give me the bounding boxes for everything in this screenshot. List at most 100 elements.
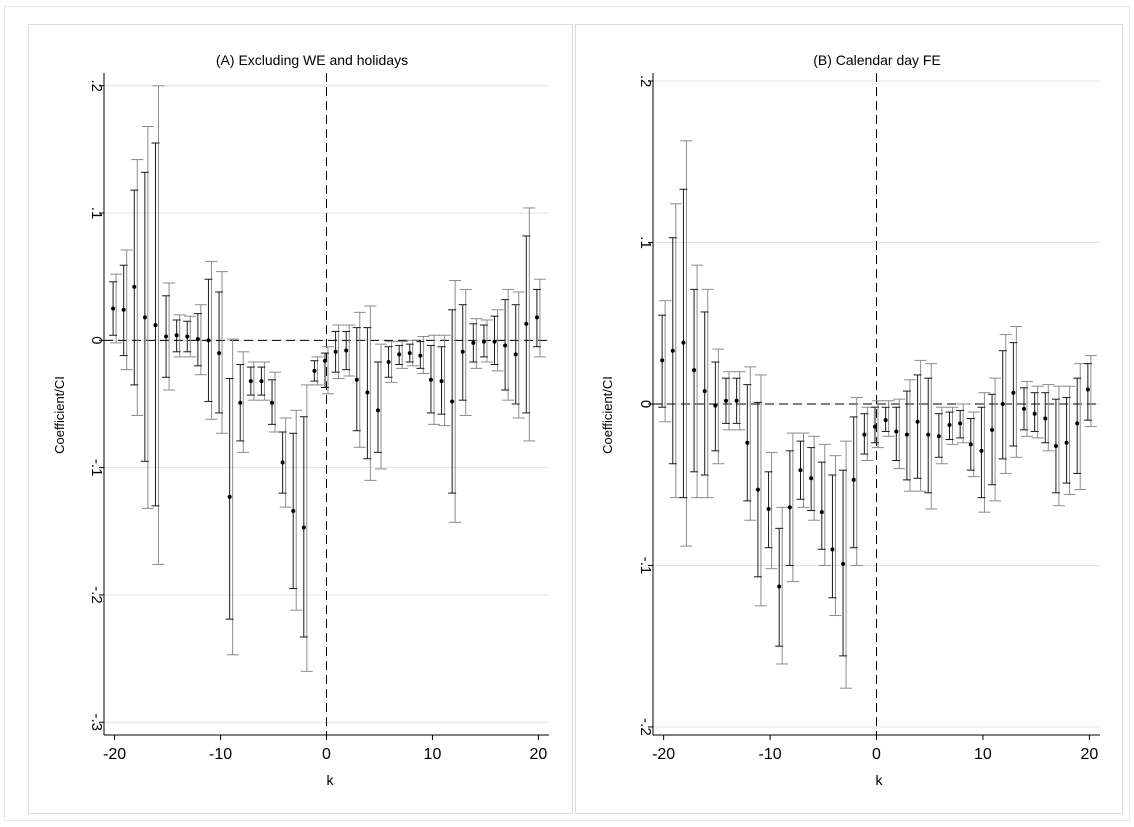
chart-b-coef-point [724,398,728,403]
chart-a: (A) Excluding WE and holidays Coefficien… [52,52,549,788]
chart-b-coef-point [926,432,931,437]
chart-b-coef-point [1085,387,1090,392]
chart-a-coef-point [481,339,486,344]
chart-b-coef-point [979,448,984,453]
chart-b-coef-point [777,584,782,589]
chart-a-xtick-label: 0 [322,746,331,763]
chart-b-coef-point [681,340,686,345]
chart-b-ytick-label: .2 [637,75,654,88]
figure-border [4,6,1130,821]
chart-b-coef-point [947,422,952,427]
panel-b: (B) Calendar day FE Coefficient/CI k -.2… [575,24,1123,814]
chart-a-coef-point [185,334,190,339]
chart-b-coef-point [755,487,760,492]
chart-b-coef-point [1000,402,1005,406]
chart-a-coef-point [312,368,317,373]
chart-b-coef-point [1064,440,1069,445]
chart-a-coef-point [407,351,412,356]
chart-a-coef-point [365,390,370,395]
chart-a-xtick-label: -20 [103,746,126,763]
chart-a-ytick-label: .2 [88,79,105,92]
chart-a-ytick-label: 0 [88,336,105,344]
chart-a-xtick-label: 10 [424,746,442,763]
chart-b-xtick-label: -10 [759,746,782,763]
chart-b-coef-point [1043,416,1048,421]
chart-a-coef-point [259,379,264,384]
chart-b: (B) Calendar day FE Coefficient/CI k -.2… [600,52,1100,788]
chart-a-coef-point [418,353,423,358]
chart-a-xlabel: k [327,772,335,788]
chart-a-coef-point [111,306,116,311]
chart-b-xtick-label: 0 [872,746,881,763]
chart-a-coef-point [301,525,306,530]
chart-a-coef-point [280,460,285,465]
chart-a-coef-point [344,348,349,353]
chart-a-coef-point [164,334,169,339]
chart-b-coef-point [990,427,995,432]
chart-a-title: (A) Excluding WE and holidays [216,52,408,68]
chart-b-coef-point [851,477,856,482]
chart-b-coef-point [936,434,941,439]
chart-b-coef-point [745,440,750,445]
chart-b-coef-point [670,348,675,353]
chart-b-coef-point [702,389,707,394]
chart-b-coef-point [819,510,824,515]
chart-a-ylabel: Coefficient/CI [52,376,67,454]
chart-a-coef-point [460,349,465,354]
chart-a-plot: -.3 -.2 -.1 0 .1 .2 -20 -10 0 10 20 [88,73,549,763]
chart-a-coef-point [270,400,275,405]
chart-a-coef-point [534,315,539,320]
chart-b-plot: -.2 -.1 0 .1 .2 -20 -10 0 10 20 [637,73,1100,763]
chart-a-coef-point [174,333,179,338]
chart-b-xtick-label: -20 [652,746,675,763]
chart-b-coef-point [873,424,877,429]
chart-a-coef-point [121,307,126,312]
chart-b-ytick-label: 0 [637,400,654,408]
chart-b-ytick-label: -.2 [637,718,654,736]
chart-a-coef-point [354,377,359,382]
chart-b-coef-point [1011,390,1016,395]
chart-a-coef-point [227,494,232,499]
chart-a-coef-point [238,400,243,405]
chart-a-coef-point [450,399,455,404]
chart-b-coef-point [904,432,909,437]
chart-a-coef-point [195,337,200,342]
chart-b-title: (B) Calendar day FE [813,52,941,68]
chart-b-coef-point [830,547,835,552]
chart-a-coef-point [206,338,211,343]
chart-a-coef-point [503,343,508,348]
chart-b-ytick-label: -.1 [637,557,654,575]
chart-b-xtick-label: 20 [1080,746,1098,763]
chart-b-coef-point [958,421,963,426]
chart-b-ylabel: Coefficient/CI [600,376,615,454]
chart-a-coef-point [439,379,444,384]
chart-a-ytick-label: -.3 [88,714,105,732]
chart-b-coef-point [1032,411,1037,416]
chart-b-coef-point [1022,406,1026,411]
chart-b-coef-point [809,476,814,481]
chart-a-coef-point [428,377,433,382]
chart-a-coef-point [386,359,391,364]
chart-b-coef-point [968,442,973,447]
chart-a-ytick-label: .1 [88,207,105,220]
chart-a-ytick-label: -.2 [88,586,105,604]
chart-a-coef-point [375,408,380,413]
chart-a-coef-point [397,352,402,357]
chart-b-coef-point [734,398,739,403]
chart-a-coef-point [132,284,137,289]
chart-b-coef-point [862,432,867,437]
chart-a-coef-point [333,349,338,354]
chart-b-coef-point [915,419,920,424]
chart-a-coef-point [217,351,222,356]
chart-b-coef-point [798,468,803,473]
chart-a-coef-point [153,323,158,328]
chart-b-coef-point [1053,443,1058,448]
chart-b-coef-point [787,505,792,510]
chart-b-coef-point [883,418,888,423]
chart-a-coef-point [248,379,253,384]
chart-b-coef-point [1075,421,1080,426]
chart-b-coef-point [841,561,846,566]
chart-b-coef-point [713,403,718,408]
chart-a-coef-point [142,315,147,320]
